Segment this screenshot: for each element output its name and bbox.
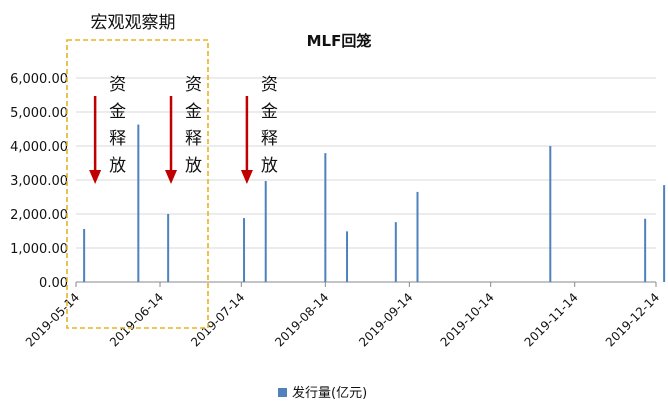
legend-label: 发行量(亿元) <box>292 385 367 401</box>
release-label-char: 释 <box>185 129 202 149</box>
bar <box>663 185 666 282</box>
release-arrow-head <box>240 170 253 184</box>
observation-period-box <box>66 39 209 329</box>
y-tick-label: 2,000.00 <box>10 208 68 223</box>
bar <box>137 124 140 282</box>
release-label-char: 释 <box>261 129 278 149</box>
x-tick-label: 2019-06-14 <box>107 290 166 349</box>
bar <box>324 153 327 282</box>
bar <box>394 222 397 282</box>
bar <box>549 146 552 282</box>
y-tick-label: 6,000.00 <box>10 72 68 87</box>
release-label-char: 放 <box>185 156 202 176</box>
observation-period-label: 宏观观察期 <box>91 13 176 33</box>
x-tick-label: 2019-11-14 <box>522 290 581 349</box>
release-label-char: 资 <box>185 75 202 95</box>
x-tick-label: 2019-10-14 <box>438 290 497 349</box>
x-axis-ticks: 2019-05-14 2019-06-14 2019-07-14 2019-08-14… <box>23 282 662 349</box>
bar <box>83 228 86 282</box>
release-label-char: 资 <box>109 75 126 95</box>
release-label-char: 金 <box>261 102 278 122</box>
y-tick-label: 1,000.00 <box>10 242 68 257</box>
x-tick-label: 2019-05-14 <box>23 290 82 349</box>
bar <box>346 231 349 282</box>
x-tick-label: 2019-07-14 <box>188 290 247 349</box>
x-tick-label: 2019-12-14 <box>603 290 662 349</box>
bar-series <box>83 124 666 282</box>
release-label-char: 放 <box>109 156 126 176</box>
release-label-char: 释 <box>109 129 126 149</box>
legend: 发行量(亿元) <box>278 385 367 401</box>
y-axis-ticks: 0.00 1,000.00 2,000.00 3,000.00 4,000.00 5,00… <box>10 72 68 291</box>
release-label-char: 放 <box>261 156 278 176</box>
grid-lines <box>76 77 656 283</box>
y-tick-label: 3,000.00 <box>10 174 68 189</box>
bar <box>416 191 419 282</box>
release-label-char: 金 <box>185 102 202 122</box>
bar <box>264 181 267 282</box>
x-tick-label: 2019-08-14 <box>272 290 331 349</box>
legend-swatch <box>278 388 287 397</box>
release-label-char: 资 <box>261 75 278 95</box>
release-arrow-head <box>89 170 102 184</box>
bar <box>644 218 647 282</box>
release-arrow-head <box>165 170 178 184</box>
y-tick-label: 5,000.00 <box>10 106 68 121</box>
y-tick-label: 0.00 <box>39 276 68 291</box>
release-label-char: 金 <box>109 102 126 122</box>
chart-title: MLF回笼 <box>307 32 372 50</box>
bar <box>167 214 170 282</box>
bar <box>243 218 246 282</box>
y-tick-label: 4,000.00 <box>10 140 68 155</box>
x-tick-label: 2019-09-14 <box>356 290 415 349</box>
